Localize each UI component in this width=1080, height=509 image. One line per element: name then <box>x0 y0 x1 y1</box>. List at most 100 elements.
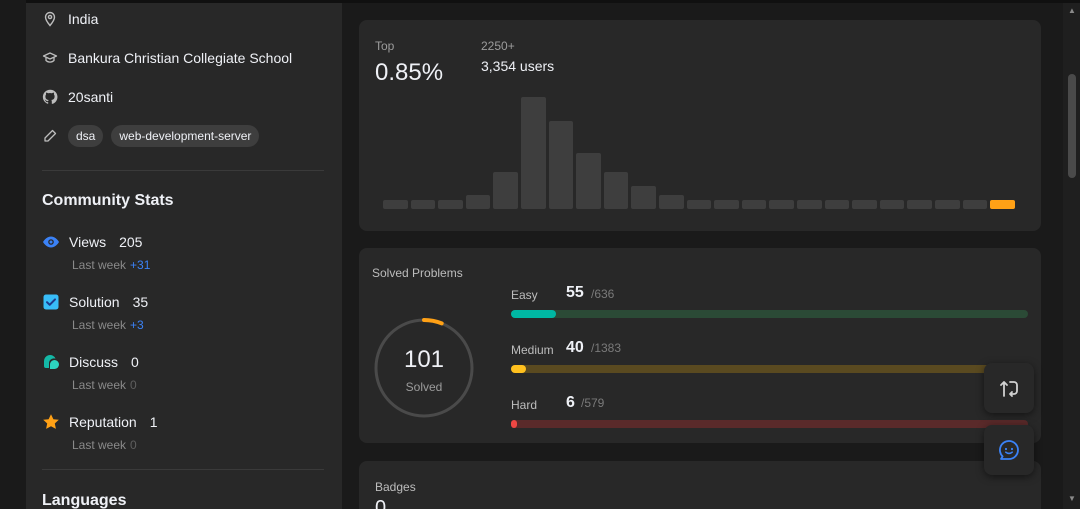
scroll-up-arrow-icon[interactable]: ▲ <box>1068 6 1076 15</box>
histogram-bar <box>603 171 629 209</box>
solved-progress-ring <box>374 318 474 418</box>
histogram-bar <box>521 97 546 209</box>
stat-label: Reputation <box>69 414 137 430</box>
stat-label: Discuss <box>69 354 119 370</box>
stat-lastweek: Last week 0 <box>72 378 137 392</box>
hard-progress-track <box>511 420 1028 428</box>
stat-label: Solution <box>69 294 120 310</box>
stat-lastweek: Last week +3 <box>72 318 144 332</box>
lastweek-label: Last week <box>72 318 127 332</box>
histogram-bar <box>465 195 491 209</box>
lastweek-delta: 0 <box>130 438 137 452</box>
languages-title: Languages <box>42 492 127 509</box>
top-border <box>0 0 1080 3</box>
feedback-button[interactable] <box>984 425 1034 475</box>
hard-label: Hard <box>511 398 538 412</box>
easy-label: Easy <box>511 288 538 302</box>
check-square-icon <box>43 294 59 310</box>
lastweek-delta: +3 <box>130 318 144 332</box>
badges-count: 0 <box>375 497 387 509</box>
histogram-bar <box>935 199 960 209</box>
bucket-label: 2250+ <box>481 39 515 53</box>
smile-chat-icon <box>999 440 1019 460</box>
star-icon <box>43 414 59 429</box>
location-row: India <box>42 11 98 27</box>
users-count: 3,354 users <box>481 58 555 74</box>
stat-discuss: Discuss 0 <box>42 353 139 371</box>
histogram-bar <box>797 199 822 209</box>
histogram-bar <box>631 185 656 209</box>
stat-views: Views 205 <box>42 233 142 251</box>
histogram-bar <box>410 199 436 209</box>
switch-layout-button[interactable] <box>984 363 1034 413</box>
github-icon <box>42 89 58 104</box>
easy-count: 55 <box>566 284 584 301</box>
lastweek-label: Last week <box>72 378 127 392</box>
top-percentage: 0.85% <box>375 59 444 86</box>
discuss-icon <box>44 354 59 369</box>
stat-lastweek: Last week 0 <box>72 438 137 452</box>
histogram-bar <box>493 171 518 209</box>
scrollbar-thumb[interactable] <box>1068 74 1076 178</box>
stat-value: 205 <box>119 234 143 250</box>
stat-value: 1 <box>149 414 158 430</box>
sidebar-divider <box>42 469 324 470</box>
tag-pencil-icon <box>44 129 57 142</box>
school-row: Bankura Christian Collegiate School <box>42 50 292 66</box>
hard-progress-fill <box>511 420 518 428</box>
histogram-bar <box>714 199 739 209</box>
histogram-bar <box>659 195 684 209</box>
community-stats-title: Community Stats <box>42 192 174 209</box>
medium-count: 40 <box>566 339 584 356</box>
github-username[interactable]: 20santi <box>68 89 114 105</box>
badges-card <box>359 461 1041 509</box>
swap-arrows-icon <box>1000 381 1018 397</box>
lastweek-label: Last week <box>72 258 127 272</box>
left-gutter <box>0 0 26 509</box>
school-text: Bankura Christian Collegiate School <box>68 50 293 66</box>
histogram-bar <box>907 199 932 209</box>
solved-total: 101 <box>403 346 445 373</box>
easy-progress-track <box>511 310 1028 318</box>
histogram-bar <box>879 199 905 209</box>
badges-title: Badges <box>375 480 416 494</box>
easy-progress-fill <box>511 310 556 318</box>
histogram-bar <box>852 199 877 209</box>
stat-solution: Solution 35 <box>42 293 148 311</box>
stat-reputation: Reputation 1 <box>42 413 158 431</box>
stat-lastweek: Last week +31 <box>72 258 150 272</box>
hard-count: 6 <box>566 394 575 411</box>
scroll-down-arrow-icon[interactable]: ▼ <box>1068 494 1076 503</box>
histogram-bar <box>686 199 712 209</box>
medium-progress-track <box>511 365 1028 373</box>
github-row[interactable]: 20santi <box>42 89 113 105</box>
top-label: Top <box>375 39 395 53</box>
graduation-cap-icon <box>42 52 58 63</box>
histogram-bar <box>824 199 850 209</box>
histogram-bar <box>548 120 574 209</box>
lastweek-delta: +31 <box>130 258 151 272</box>
solved-total-label: Solved <box>405 380 443 394</box>
medium-progress-fill <box>511 365 526 373</box>
easy-total: /636 <box>591 287 615 301</box>
sidebar-divider <box>42 170 324 171</box>
lastweek-label: Last week <box>72 438 127 452</box>
stat-label: Views <box>69 234 107 250</box>
histogram-bar <box>769 199 794 209</box>
histogram-bar <box>576 153 601 209</box>
histogram-bar <box>438 199 463 209</box>
histogram-bar <box>741 199 767 209</box>
stat-value: 0 <box>131 354 139 370</box>
stat-value: 35 <box>132 294 149 310</box>
medium-total: /1383 <box>591 341 622 355</box>
histogram-bar <box>962 199 988 209</box>
eye-icon <box>43 236 59 248</box>
skill-tag-web-development-server[interactable]: web-development-server <box>111 125 260 147</box>
lastweek-delta: 0 <box>130 378 137 392</box>
location-pin-icon <box>44 11 56 27</box>
solved-problems-card <box>359 248 1041 443</box>
hard-total: /579 <box>581 396 605 410</box>
location-text: India <box>68 11 99 27</box>
skill-tag-dsa[interactable]: dsa <box>68 125 104 147</box>
histogram-bar <box>383 199 408 209</box>
